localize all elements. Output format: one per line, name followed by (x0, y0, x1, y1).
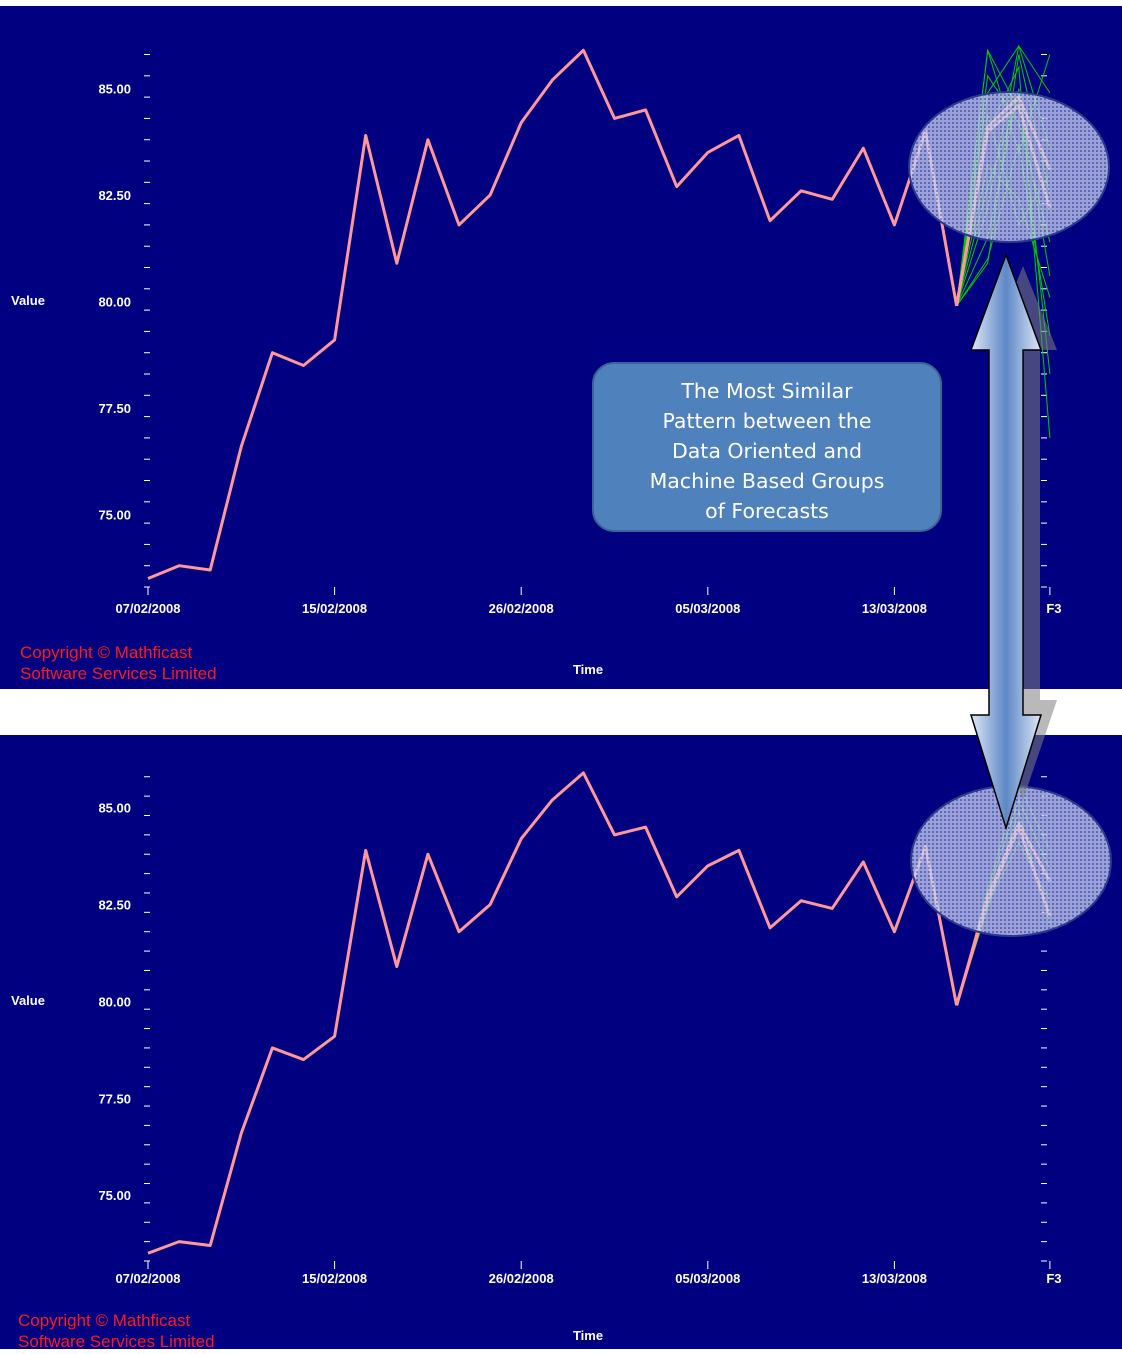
y-tick-label: 85.00 (98, 82, 131, 97)
callout-line: Pattern between the (662, 409, 872, 433)
copyright-watermark: Copyright © Mathficast (18, 1311, 190, 1330)
y-tick-label: 82.50 (98, 898, 131, 913)
y-tick-label: 77.50 (98, 1091, 131, 1106)
x-tick-label: 05/03/2008 (675, 1271, 740, 1286)
callout-line: Data Oriented and (671, 439, 863, 463)
y-tick-label: 85.00 (98, 801, 131, 816)
x-tick-label: F3 (1046, 1271, 1061, 1286)
bottom-forecast-chart: 75.00 77.50 80.00 82.50 85.00 07/02/2008 15/02… (0, 735, 1122, 1351)
x-tick-label: 26/02/2008 (489, 601, 554, 616)
x-axis-title: Time (573, 662, 603, 677)
x-tick-label: 15/02/2008 (302, 601, 367, 616)
x-tick-label: 15/02/2008 (302, 1271, 367, 1286)
series-line (147, 48, 959, 580)
x-tick-label: 05/03/2008 (675, 601, 740, 616)
callout-line: The Most Similar (681, 379, 853, 403)
y-tick-label: 75.00 (98, 1188, 131, 1203)
y-axis-title: Value (11, 993, 45, 1008)
x-tick-label: 13/03/2008 (862, 1271, 927, 1286)
y-tick-label: 80.00 (98, 994, 131, 1009)
copyright-watermark: Copyright © Mathficast (20, 643, 192, 662)
y-tick-label: 82.50 (98, 188, 131, 203)
y-axis-title: Value (11, 293, 45, 308)
top-forecast-chart: 75.00 77.50 80.00 82.50 85.00 07/02/2008 15/02… (0, 6, 1122, 689)
copyright-watermark: Software Services Limited (20, 664, 217, 683)
callout-line: Machine Based Groups (649, 469, 885, 493)
top-chart-panel: 75.00 77.50 80.00 82.50 85.00 07/02/2008 15/02… (0, 6, 1122, 689)
y-tick-label: 80.00 (98, 295, 131, 310)
x-tick-label: F3 (1046, 601, 1061, 616)
copyright-watermark: Software Services Limited (18, 1332, 215, 1349)
callout-line: of Forecasts (705, 499, 829, 523)
x-tick-label: 13/03/2008 (862, 601, 927, 616)
x-tick-label: 07/02/2008 (115, 601, 180, 616)
similar-pattern-callout: The Most Similar Pattern between the Dat… (592, 362, 942, 532)
x-tick-label: 07/02/2008 (115, 1271, 180, 1286)
forecast-highlight-ellipse (908, 91, 1110, 243)
forecast-highlight-ellipse (910, 785, 1112, 937)
x-axis-title: Time (573, 1328, 603, 1343)
bottom-chart-panel: 75.00 77.50 80.00 82.50 85.00 07/02/2008 15/02… (0, 735, 1122, 1351)
y-tick-label: 77.50 (98, 401, 131, 416)
series-line (147, 771, 959, 1255)
y-tick-label: 75.00 (98, 508, 131, 523)
x-tick-label: 26/02/2008 (489, 1271, 554, 1286)
